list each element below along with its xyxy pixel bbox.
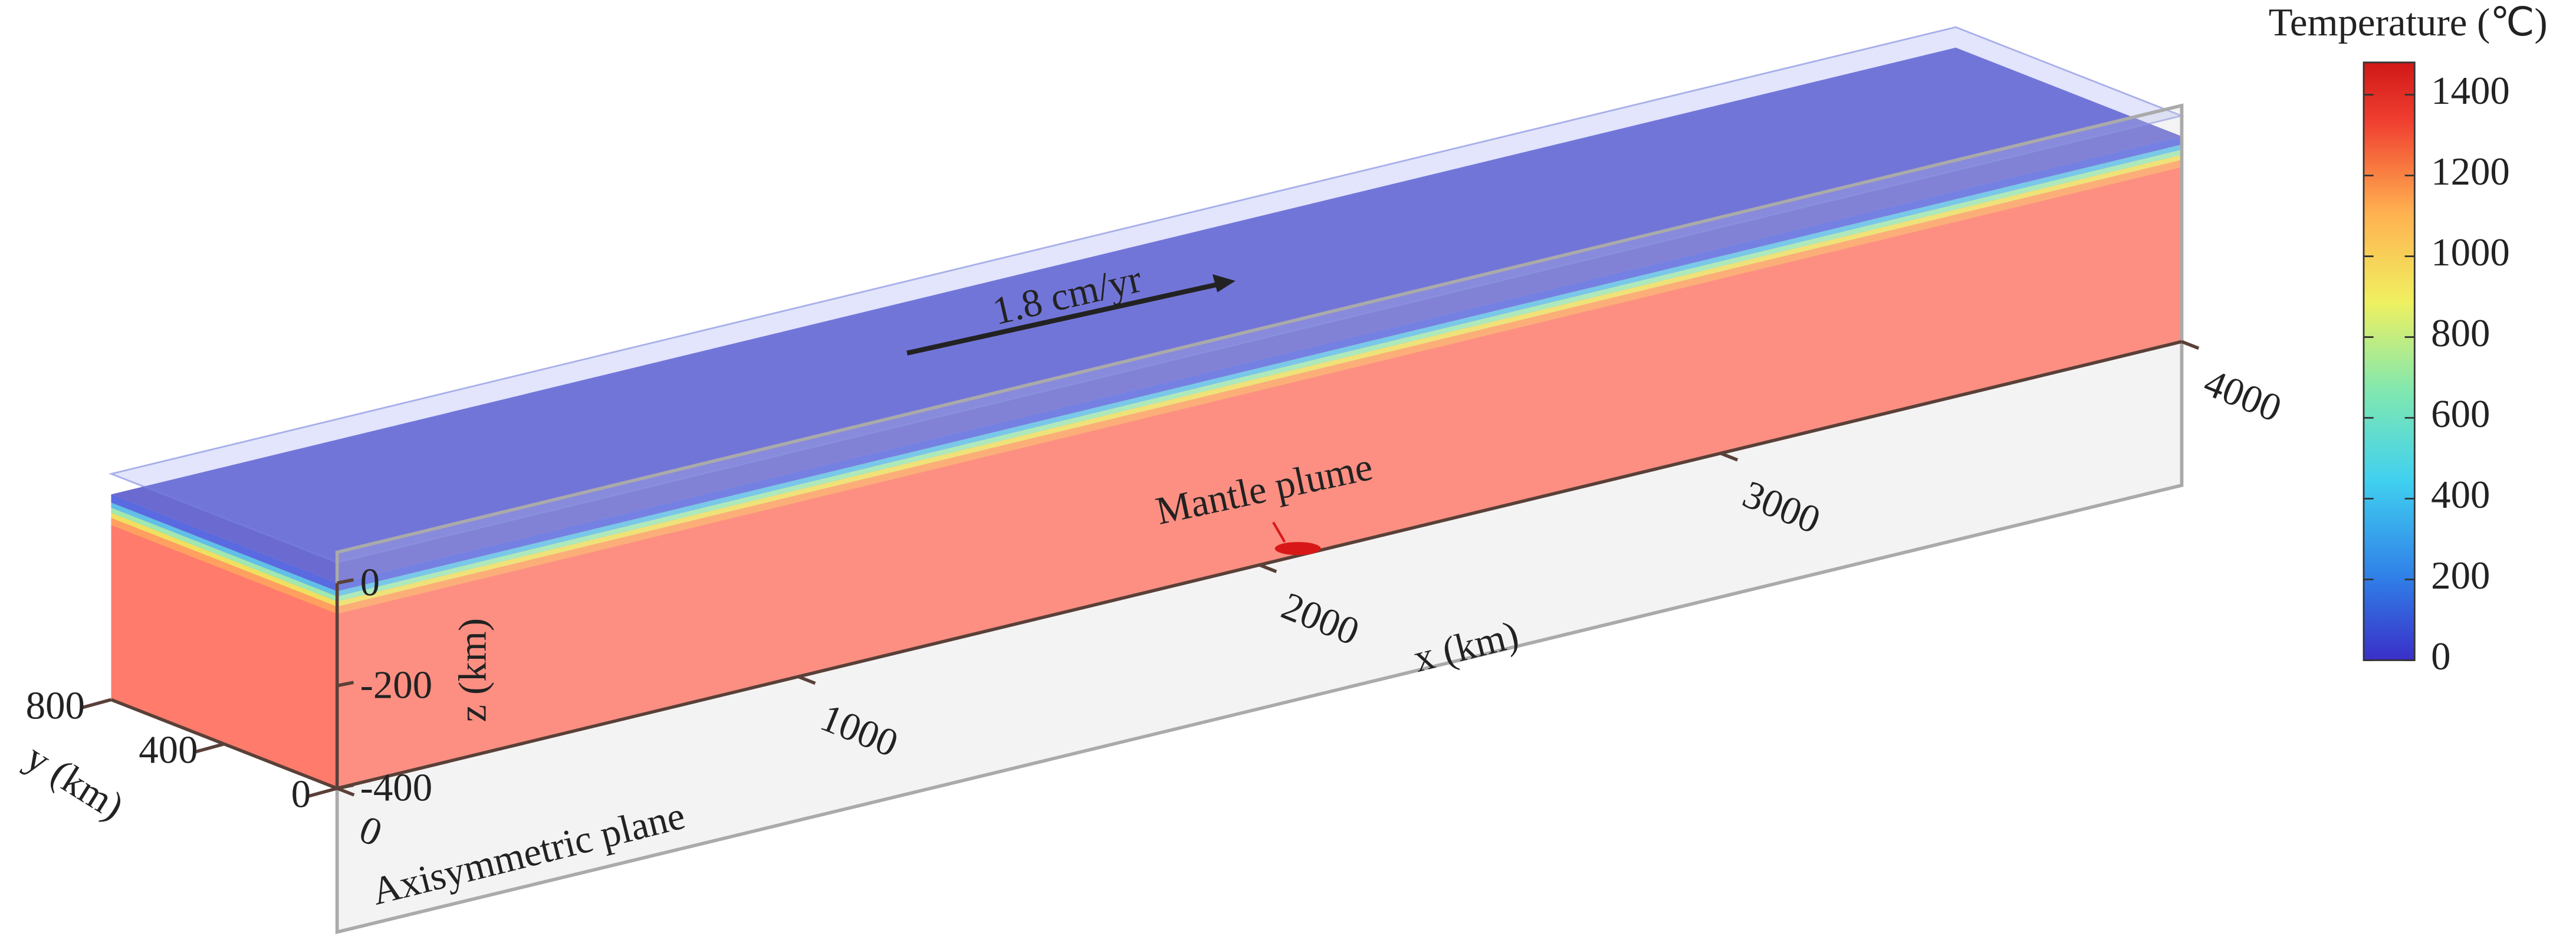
top-face — [111, 47, 2182, 583]
z-tick — [337, 783, 354, 790]
colorbar-tick-label: 1200 — [2431, 150, 2510, 193]
x-tick — [1259, 563, 1277, 573]
colorbar-tick-label: 1000 — [2431, 231, 2510, 274]
colorbar-title: Temperature (℃) — [2269, 1, 2548, 44]
z-tick-label: 0 — [360, 560, 380, 604]
y-tick-label: 0 — [291, 773, 311, 816]
z-tick — [337, 578, 354, 585]
colorbar-tick-label: 400 — [2431, 473, 2490, 517]
x-tick — [2181, 340, 2200, 350]
z-tick — [337, 681, 354, 688]
colorbar-tick-label: 0 — [2431, 635, 2450, 678]
thermal-layer — [337, 136, 2182, 592]
x-tick — [797, 675, 816, 685]
velocity-arrow — [906, 281, 1220, 356]
y-axis-label: y (km) — [18, 735, 132, 828]
colorbar-tick-label: 600 — [2431, 392, 2490, 436]
x-axis — [336, 340, 2183, 790]
front-face — [337, 136, 2182, 789]
colorbar-bar — [2363, 61, 2416, 661]
colorbar-tick-label: 200 — [2431, 554, 2490, 597]
x-tick — [1720, 451, 1739, 462]
thermal-layer — [337, 144, 2182, 597]
thermal-layer — [337, 149, 2182, 602]
x-tick-label: 4000 — [2198, 360, 2288, 431]
plume — [1274, 541, 1321, 556]
y-tick-label: 400 — [139, 728, 198, 772]
colorbar-tick-label: 1400 — [2431, 69, 2510, 113]
thermal-layer — [111, 513, 337, 607]
colorbar: 0 200 400 600 800 1000 1200 1400 — [2363, 61, 2510, 678]
thermal-layer — [111, 507, 337, 602]
y-tick-label: 800 — [26, 684, 85, 727]
colorbar-tick-label: 800 — [2431, 311, 2490, 355]
top-overlay — [108, 26, 2185, 564]
y-tick — [195, 742, 225, 754]
z-tick-label: -200 — [360, 663, 432, 707]
thermal-layer — [111, 502, 337, 597]
plane-outline — [335, 103, 2184, 934]
thermal-layer — [111, 518, 337, 614]
arrow-head — [1212, 274, 1236, 293]
z-axis-label: z (km) — [451, 618, 495, 722]
y-tick — [308, 786, 338, 798]
plume-leader — [1272, 521, 1286, 543]
thermal-layer — [111, 494, 337, 592]
thermal-layer — [337, 155, 2182, 607]
thermal-layer — [337, 160, 2182, 614]
y-tick — [82, 698, 112, 710]
z-tick-label: -400 — [360, 766, 432, 810]
